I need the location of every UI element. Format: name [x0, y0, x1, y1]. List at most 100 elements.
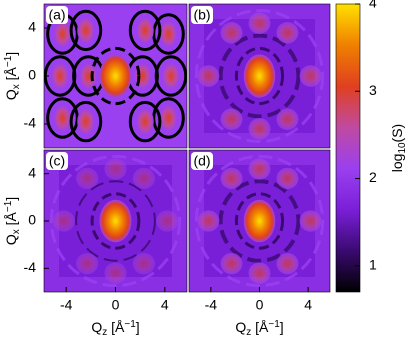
heatmap-ring: [49, 154, 182, 288]
x-axis-label: Qz [Å−1]: [235, 319, 283, 338]
heatmap-side-peak: [276, 108, 299, 130]
heatmap-side-peak: [159, 20, 178, 48]
colorbar-label-part: log: [389, 154, 405, 173]
panel-label-box: [191, 6, 213, 24]
heatmap-side-peak: [162, 62, 180, 90]
heatmap-side-peak: [248, 12, 271, 34]
y-tick-label: 4: [28, 164, 36, 180]
x-tick-label: -4: [60, 297, 73, 313]
heatmap-ring: [75, 180, 156, 262]
heatmap: [189, 150, 330, 292]
heatmap-ring-inner: [90, 46, 141, 106]
x-tick-label: 0: [256, 297, 264, 313]
colorbar: [335, 3, 361, 293]
x-axis-label-part: z: [102, 327, 107, 338]
heatmap-side-peak: [136, 17, 154, 44]
y-axis-label-part: Q: [3, 89, 19, 100]
heatmap-ring-inner: [234, 46, 285, 106]
x-axis-label-part: −1: [124, 319, 136, 330]
panel-label-box: [191, 152, 213, 170]
heatmap-side-peak: [76, 167, 99, 190]
heatmap-center-peak: [99, 199, 132, 243]
heatmap-side-peak: [248, 158, 271, 180]
x-tick-label: -4: [205, 297, 218, 313]
heatmap-node: [128, 9, 162, 52]
heatmap-center-peak: [99, 54, 132, 98]
heatmap: [44, 150, 187, 292]
heatmap-node: [154, 55, 187, 97]
heatmap-ring: [194, 154, 325, 288]
y-tick-label: -4: [24, 259, 37, 275]
heatmap-side-peak: [220, 108, 243, 130]
heatmap-center-peak: [243, 54, 276, 98]
y-axis-label-part: [Å: [3, 66, 19, 84]
colorbar-label-part: 10: [397, 142, 408, 154]
y-axis-label-part: −1: [3, 200, 14, 212]
heatmap-side-peak: [299, 65, 322, 87]
heatmap-side-peak: [156, 210, 179, 232]
x-axis-label-part: [Å: [251, 319, 269, 335]
heatmap-ring: [194, 8, 325, 144]
heatmap-node: [128, 100, 162, 143]
x-axis-label-part: ]: [136, 319, 140, 335]
heatmap-side-peak: [197, 65, 220, 87]
x-axis-label-part: [Å: [107, 319, 125, 335]
heatmap-side-peak: [197, 210, 220, 232]
heatmap-side-peak: [104, 158, 127, 180]
panel-label-box: [46, 6, 68, 24]
y-axis-label: Qx [Å−1]: [3, 52, 22, 100]
heatmap-side-peak: [299, 210, 322, 232]
heatmap-side-peak: [220, 22, 243, 44]
heatmap-side-peak: [53, 20, 72, 48]
colorbar-tick-label: 1: [369, 257, 377, 273]
y-axis-label: Qx [Å−1]: [3, 197, 22, 245]
y-tick-label: 4: [28, 19, 36, 35]
x-axis-label-part: z: [246, 327, 251, 338]
heatmap-side-peak: [104, 262, 127, 284]
x-axis-label-part: ]: [280, 319, 284, 335]
x-axis-label-part: −1: [268, 319, 280, 330]
colorbar-label-part: (S): [389, 124, 405, 143]
heatmap-side-peak: [53, 104, 72, 132]
y-axis-label-part: ]: [3, 197, 19, 201]
y-axis-label-part: [Å: [3, 211, 19, 229]
panel-frame: [188, 3, 331, 149]
heatmap: [189, 4, 330, 148]
y-tick-label: -4: [24, 115, 37, 131]
heatmap-side-peak: [76, 252, 99, 275]
panel-label-box: [46, 152, 68, 170]
heatmap-side-peak: [248, 262, 271, 284]
heatmap-side-peak: [132, 167, 155, 190]
y-axis-label-part: ]: [3, 52, 19, 56]
y-axis-label-part: −1: [3, 55, 14, 67]
x-tick-label: 4: [304, 297, 312, 313]
heatmap-ring: [218, 179, 301, 263]
heatmap-side-peak: [276, 22, 299, 44]
heatmap-node: [69, 100, 103, 143]
heatmap-node: [152, 13, 185, 55]
heatmap-side-peak: [220, 252, 243, 275]
heatmap-node: [152, 97, 185, 139]
heatmap-side-peak: [79, 62, 98, 90]
heatmap-node: [69, 9, 103, 52]
x-axis-label: Qz [Å−1]: [91, 319, 139, 338]
x-tick-label: 4: [161, 297, 169, 313]
heatmap-side-peak: [132, 252, 155, 275]
heatmap-ring-inner: [234, 192, 285, 250]
colorbar-tick-label: 3: [369, 82, 377, 98]
x-axis-label-part: Q: [235, 319, 246, 335]
y-tick-label: 0: [28, 67, 36, 83]
panel-label: (a): [48, 7, 65, 23]
panel-label: (c): [49, 153, 65, 169]
x-tick-label: 0: [112, 297, 120, 313]
heatmap-side-peak: [77, 108, 95, 135]
heatmap-node: [46, 97, 79, 139]
colorbar-tick-label: 2: [369, 169, 377, 185]
heatmap-side-peak: [159, 104, 178, 132]
panel-label: (d): [193, 153, 210, 169]
heatmap-side-peak: [276, 167, 299, 190]
heatmap-side-peak: [220, 167, 243, 190]
y-axis-label-part: x: [11, 84, 22, 89]
heatmap-center-peak: [243, 199, 276, 243]
